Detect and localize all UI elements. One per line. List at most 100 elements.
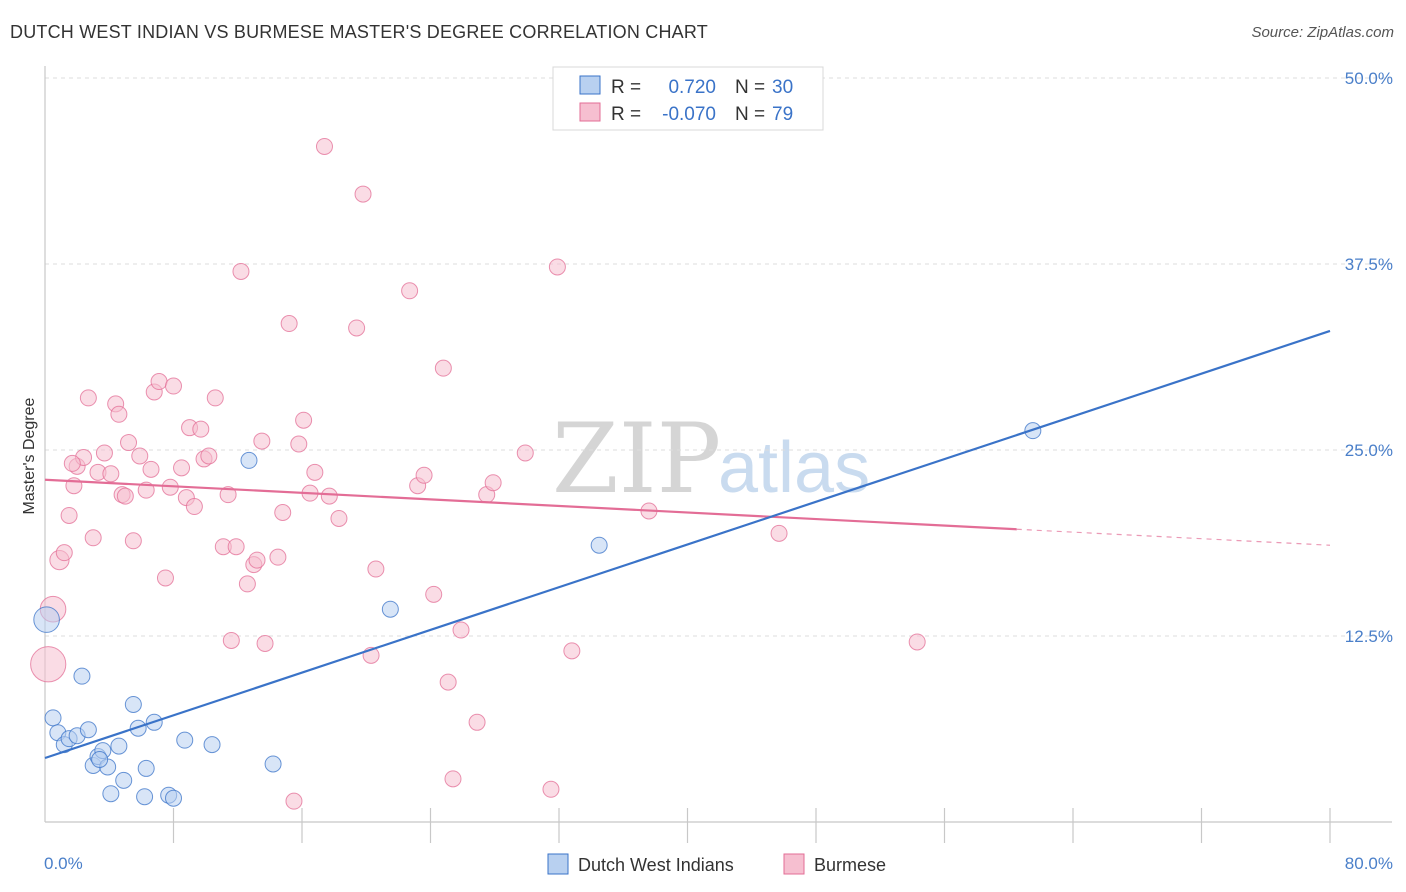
- legend-r-label-2: R =: [611, 104, 641, 125]
- burmese-point: [285, 792, 303, 810]
- burmese-point: [30, 646, 67, 683]
- burmese-point: [425, 585, 443, 603]
- burmese-point: [290, 435, 308, 453]
- burmese-point: [908, 633, 926, 651]
- legend-n-label-1: N =: [735, 77, 765, 98]
- dutch-west-indian-point: [91, 751, 109, 769]
- legend-r-value-2: -0.070: [662, 104, 716, 125]
- burmese-point: [452, 621, 470, 639]
- y-tick-label: 37.5%: [1345, 255, 1393, 274]
- burmese-point: [79, 389, 97, 407]
- burmese-point: [206, 389, 224, 407]
- axes: [44, 66, 1392, 843]
- y-tick-label: 12.5%: [1345, 627, 1393, 646]
- legend-r-value-1: 0.720: [668, 77, 716, 98]
- burmese-point: [238, 575, 256, 593]
- bottom-legend-label-blue: Dutch West Indians: [578, 855, 734, 875]
- burmese-point: [84, 529, 102, 547]
- burmese-point: [444, 770, 462, 788]
- burmese-point: [124, 532, 142, 550]
- burmese-point: [60, 506, 78, 524]
- dutch-west-indian-point: [137, 759, 155, 777]
- burmese-point: [770, 524, 788, 542]
- burmese-point: [295, 411, 313, 429]
- dutch-west-indian-point: [590, 536, 608, 554]
- burmese-point: [354, 185, 372, 203]
- burmese-point: [219, 486, 237, 504]
- burmese-point: [434, 359, 452, 377]
- burmese-point: [280, 315, 298, 333]
- burmese-point: [55, 544, 73, 562]
- burmese-point: [120, 434, 138, 452]
- legend-r-label-1: R =: [611, 77, 641, 98]
- x-tick-label-min: 0.0%: [44, 854, 83, 873]
- grid: [45, 77, 1392, 637]
- burmese-point: [306, 463, 324, 481]
- trend-lines: [44, 329, 1331, 760]
- dutch-west-indian-point: [110, 737, 128, 755]
- burmese-trend-line-extension: [1016, 528, 1331, 546]
- burmese-point: [439, 673, 457, 691]
- dutch-west-indian-point: [44, 709, 62, 727]
- burmese-point: [110, 405, 128, 423]
- y-axis-title: Master's Degree: [21, 397, 38, 514]
- chart-title: DUTCH WEST INDIAN VS BURMESE MASTER'S DE…: [10, 22, 708, 42]
- legend-swatch-blue: [579, 75, 601, 95]
- burmese-point: [165, 377, 182, 395]
- burmese-point: [192, 420, 210, 438]
- burmese-point: [253, 432, 271, 450]
- watermark-zip: ZIP: [552, 403, 721, 515]
- burmese-point: [269, 548, 287, 566]
- burmese-point: [367, 560, 385, 578]
- dutch-west-indian-point: [33, 606, 60, 633]
- dutch-west-indian-point: [165, 789, 182, 807]
- dutch-west-indian-trend-line: [44, 329, 1331, 760]
- dutch-west-indian-point: [115, 771, 133, 789]
- burmese-point: [320, 487, 338, 505]
- legend-box: R = 0.720 N = 30 R = -0.070 N = 79: [552, 66, 824, 131]
- burmese-point: [102, 465, 120, 483]
- y-tick-label: 25.0%: [1345, 441, 1393, 460]
- burmese-point: [227, 538, 245, 556]
- bottom-legend: Dutch West Indians Burmese: [547, 853, 886, 875]
- dutch-west-indian-point: [264, 755, 282, 773]
- burmese-point: [131, 447, 149, 465]
- dutch-west-indian-point: [176, 731, 194, 749]
- dutch-west-indian-points: [33, 422, 1042, 807]
- dutch-west-indian-point: [381, 600, 399, 618]
- burmese-point: [256, 634, 274, 652]
- legend-n-value-1: 30: [772, 77, 793, 98]
- burmese-point: [516, 444, 534, 462]
- burmese-point: [116, 487, 134, 505]
- dutch-west-indian-point: [240, 451, 258, 469]
- burmese-point: [200, 447, 218, 465]
- dutch-west-indian-point: [203, 736, 221, 754]
- burmese-point: [156, 569, 174, 587]
- burmese-point: [330, 509, 348, 527]
- legend-n-value-2: 79: [772, 104, 793, 125]
- burmese-point: [95, 444, 113, 462]
- burmese-point: [173, 459, 191, 477]
- watermark: ZIP atlas: [552, 403, 870, 515]
- dutch-west-indian-point: [102, 785, 120, 803]
- burmese-point: [563, 642, 581, 660]
- x-tick-labels: 0.0% 80.0%: [44, 854, 1393, 873]
- dutch-west-indian-point: [136, 788, 154, 806]
- burmese-point: [401, 282, 419, 300]
- burmese-point: [142, 460, 160, 478]
- burmese-point: [63, 454, 81, 472]
- y-tick-labels: 12.5% 25.0% 37.5% 50.0%: [1345, 69, 1393, 646]
- burmese-point: [548, 258, 566, 276]
- burmese-point: [185, 498, 203, 516]
- bottom-legend-swatch-pink: [783, 853, 805, 875]
- burmese-trend-line: [44, 478, 1017, 531]
- bottom-legend-label-pink: Burmese: [814, 855, 886, 875]
- legend-n-label-2: N =: [735, 104, 765, 125]
- dutch-west-indian-point: [129, 719, 147, 737]
- burmese-point: [222, 631, 240, 649]
- dutch-west-indian-point: [124, 695, 142, 713]
- burmese-point: [348, 319, 366, 337]
- burmese-point: [315, 137, 333, 155]
- dutch-west-indian-point: [79, 721, 97, 739]
